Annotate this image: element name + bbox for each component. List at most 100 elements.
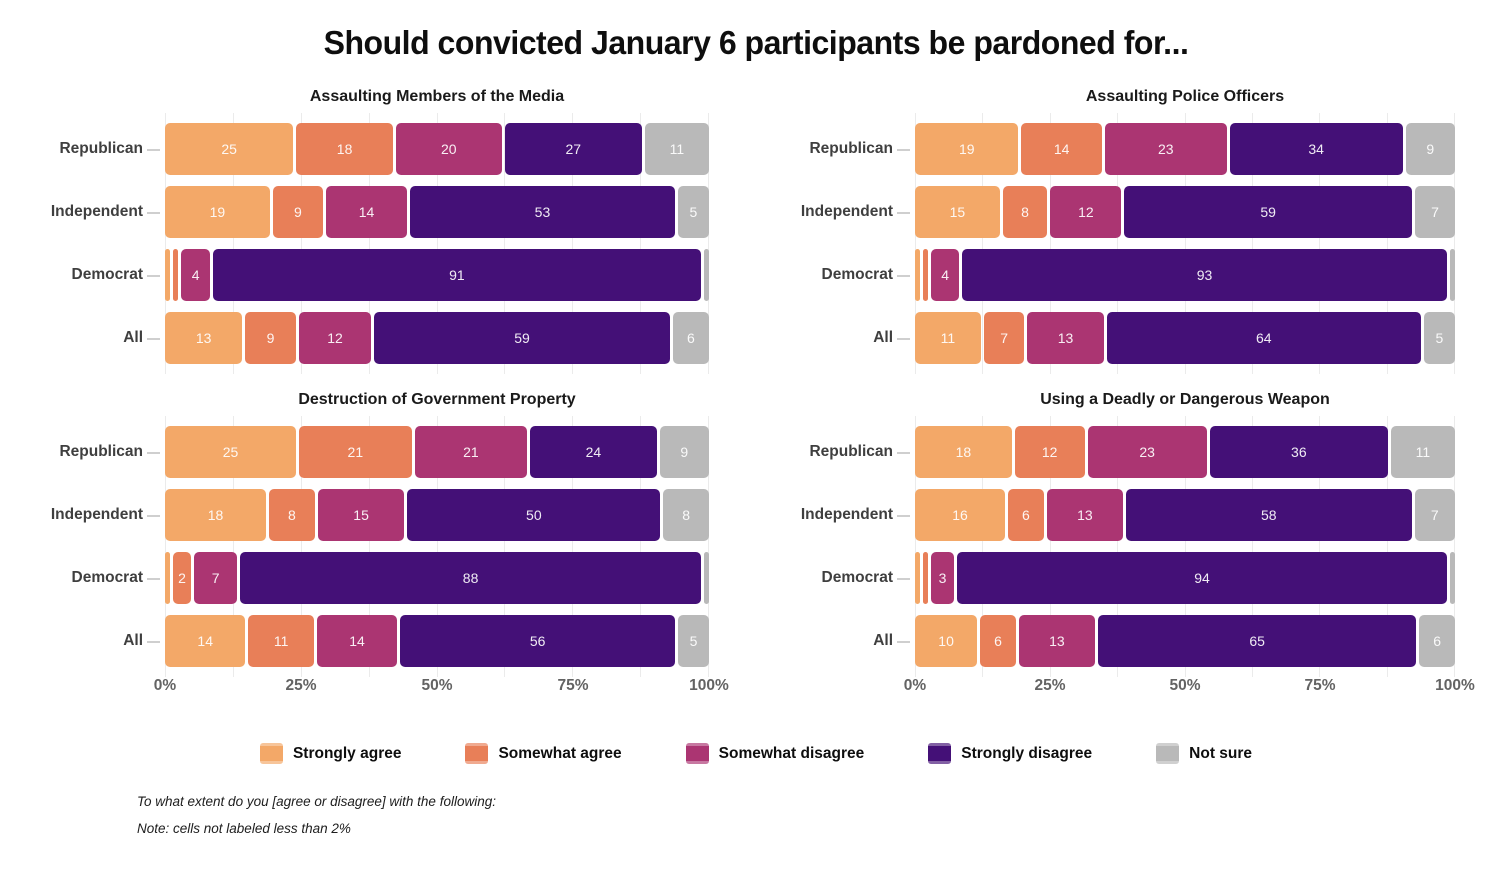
bar-row: Republican 18 12 23 36 11 — [770, 426, 1455, 478]
bar-segment: 13 — [1046, 489, 1123, 541]
subplot-deadly-weapon: Using a Deadly or Dangerous Weapon Repub… — [770, 391, 1475, 701]
segment-value: 23 — [1157, 141, 1174, 157]
segment-value: 94 — [1194, 570, 1210, 586]
bar-rows: Republican 19 14 23 34 9 Independent 15 8 12 59 7 De… — [770, 123, 1456, 364]
row-label: Democrat — [770, 569, 915, 587]
bar-row: Independent 16 6 13 58 7 — [770, 489, 1455, 541]
bar-segment: 13 — [1018, 615, 1095, 667]
bar-segment: 11 — [915, 312, 981, 364]
bar-segment: 6 — [672, 312, 710, 364]
legend-swatch-strongly-disagree — [928, 743, 952, 764]
bar-track: 25 21 21 24 9 — [165, 426, 709, 478]
segment-value: 6 — [994, 633, 1002, 649]
axis-tick-label: 25% — [285, 677, 317, 694]
segment-value: 14 — [1053, 141, 1070, 157]
tick-dash — [147, 338, 160, 340]
row-label: Democrat — [20, 569, 165, 587]
segment-value: 88 — [462, 570, 479, 586]
bar-segment: 7 — [1414, 489, 1455, 541]
bar-segment — [173, 249, 179, 301]
bar-segment: 18 — [296, 123, 393, 175]
segment-value: 2 — [178, 570, 186, 586]
axis-tick-label: 50% — [1169, 677, 1201, 694]
legend-item: Strongly disagree — [928, 743, 1092, 764]
segment-value: 4 — [191, 267, 200, 283]
segment-value: 7 — [1431, 204, 1439, 220]
segment-value: 24 — [585, 444, 602, 460]
bar-segment — [165, 552, 171, 604]
bar-segment: 21 — [414, 426, 528, 478]
bar-segment: 2 — [173, 552, 191, 604]
segment-value: 34 — [1308, 141, 1324, 157]
bar-segment: 6 — [1008, 489, 1044, 541]
bar-segment: 11 — [1390, 426, 1455, 478]
segment-value: 8 — [287, 507, 296, 523]
bar-segment: 14 — [165, 615, 246, 667]
bar-segment: 27 — [504, 123, 642, 175]
bar-segment: 23 — [1087, 426, 1207, 478]
bar-segment: 21 — [299, 426, 412, 478]
segment-value: 36 — [1291, 444, 1307, 460]
segment-value: 93 — [1196, 267, 1213, 283]
bar-segment — [1449, 249, 1455, 301]
segment-value: 18 — [955, 444, 972, 460]
bar-segment: 7 — [1414, 186, 1456, 238]
tick-dash — [147, 515, 160, 517]
row-label: All — [770, 632, 915, 650]
bar-track: 10 6 13 65 6 — [915, 615, 1455, 667]
bar-segment: 12 — [1050, 186, 1122, 238]
bar-segment: 19 — [915, 123, 1019, 175]
bar-segment: 4 — [931, 249, 960, 301]
tick-dash — [897, 149, 910, 151]
segment-value: 9 — [680, 444, 689, 460]
segment-value: 9 — [293, 204, 302, 220]
segment-value: 13 — [195, 330, 212, 346]
row-label: All — [20, 329, 165, 347]
bar-track: 19 14 23 34 9 — [915, 123, 1455, 175]
bar-segment: 14 — [316, 615, 398, 667]
bar-rows: Republican 25 21 21 24 9 Independent 18 8 15 50 8 De… — [20, 426, 710, 667]
segment-value: 3 — [938, 570, 947, 586]
segment-value: 12 — [1078, 204, 1094, 220]
segment-value: 7 — [1000, 330, 1009, 346]
bar-row: Democrat 2 7 88 — [20, 552, 710, 604]
footnote-question: To what extent do you [agree or disagree… — [137, 794, 496, 809]
subplot-assaulting-media: Assaulting Members of the Media Republic… — [20, 88, 710, 374]
bar-segment: 5 — [1423, 312, 1455, 364]
bar-segment: 23 — [1104, 123, 1227, 175]
bar-track: 4 93 — [915, 249, 1455, 301]
axis-tick-label: 75% — [1304, 677, 1336, 694]
bar-segment: 5 — [677, 186, 709, 238]
tick-dash — [147, 578, 160, 580]
row-label: Republican — [770, 140, 915, 158]
bar-segment: 56 — [400, 615, 676, 667]
charts-grid: Assaulting Members of the Media Republic… — [0, 88, 1512, 701]
bar-segment: 9 — [245, 312, 296, 364]
row-label: Independent — [770, 203, 915, 221]
bar-segment — [1449, 552, 1455, 604]
bar-row: Independent 19 9 14 53 5 — [20, 186, 709, 238]
bar-segment — [923, 552, 929, 604]
segment-value: 6 — [1433, 633, 1442, 649]
segment-value: 5 — [689, 633, 698, 649]
axis-tick-label: 100% — [1435, 677, 1475, 694]
row-label: All — [20, 632, 165, 650]
row-label: Democrat — [770, 266, 915, 284]
legend-swatch-strongly-agree — [259, 743, 283, 764]
bar-segment: 59 — [1124, 186, 1412, 238]
segment-value: 12 — [1041, 444, 1058, 460]
segment-value: 7 — [1430, 507, 1439, 523]
bar-row: Republican 19 14 23 34 9 — [770, 123, 1455, 175]
bar-segment: 4 — [181, 249, 210, 301]
bar-segment: 8 — [1002, 186, 1048, 238]
segment-value: 21 — [463, 444, 479, 460]
segment-value: 14 — [349, 633, 365, 649]
axis-tick-label: 100% — [689, 677, 729, 694]
segment-value: 13 — [1057, 330, 1074, 346]
tick-dash — [897, 641, 910, 643]
bar-segment — [915, 552, 921, 604]
bar-segment: 25 — [165, 426, 297, 478]
segment-value: 14 — [197, 633, 213, 649]
segment-value: 11 — [273, 633, 289, 649]
axis-tick-label: 0% — [153, 677, 177, 694]
